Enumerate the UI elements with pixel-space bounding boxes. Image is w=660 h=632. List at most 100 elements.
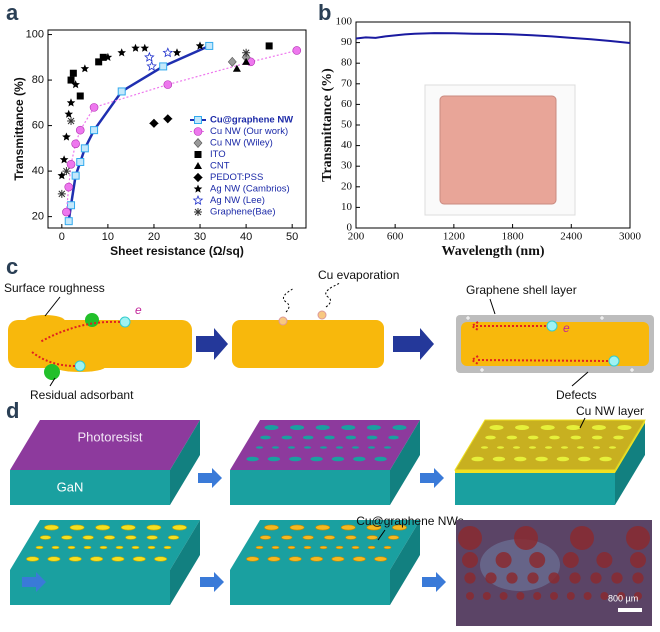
y-tick-label: 70 (341, 77, 353, 89)
pattern-dot (35, 545, 44, 550)
pattern-dot (310, 556, 324, 562)
arrow (393, 328, 434, 360)
electron (608, 355, 620, 367)
pattern-dot (617, 424, 632, 431)
pattern-dot (485, 435, 496, 440)
y-axis-label: Transmittance (%) (12, 77, 26, 180)
marker (71, 139, 80, 149)
pattern-dot (341, 424, 356, 431)
legend-label: Cu NW (Wiley) (210, 138, 273, 149)
pattern-dot (260, 435, 271, 440)
pattern-dot (147, 545, 156, 550)
pattern-dot (388, 435, 399, 440)
pattern-dot (271, 545, 280, 550)
marker (193, 172, 203, 183)
block-side (390, 420, 420, 505)
marker (117, 48, 126, 57)
photo-dot (562, 552, 579, 568)
pattern-dot (535, 456, 548, 462)
marker (62, 132, 71, 141)
marker (71, 80, 80, 89)
marker (64, 217, 73, 226)
pattern-dot (61, 535, 73, 540)
marker (62, 167, 71, 176)
x-tick-label: 10 (102, 231, 114, 243)
arrow (22, 572, 46, 592)
pattern-dot (246, 456, 259, 462)
pattern-dot (515, 424, 530, 431)
photo-dot (458, 526, 482, 550)
pattern-dot (51, 545, 60, 550)
label: Photoresist (77, 429, 142, 444)
pattern-dot (374, 556, 388, 562)
pattern-dot (492, 456, 506, 462)
marker (194, 116, 202, 124)
marker (103, 52, 113, 61)
marker (193, 184, 203, 193)
panel-label: c (6, 254, 18, 279)
label: Residual adsorbant (30, 388, 134, 402)
electron (546, 320, 558, 332)
photo-dot (462, 552, 478, 568)
pattern-dot (608, 446, 617, 449)
pattern-dot (345, 535, 357, 540)
marker (64, 182, 74, 192)
transport-path (470, 321, 546, 331)
roughness (25, 315, 65, 327)
legend-label: Ag NW (Cambrios) (210, 184, 290, 195)
photo-dot (533, 592, 542, 600)
pattern-dot (288, 556, 302, 562)
photo-dot (630, 552, 646, 568)
legend-label: Cu NW (Our work) (210, 126, 288, 137)
x-tick-label: 50 (286, 231, 298, 243)
pattern-dot (613, 435, 624, 440)
pattern-dot (315, 524, 331, 531)
electron (119, 316, 131, 328)
photo-dot (482, 592, 491, 600)
legend-label: Graphene(Bae) (210, 207, 275, 218)
plot-frame (47, 29, 307, 229)
photo-dot (611, 572, 623, 584)
pattern-dot (281, 535, 293, 540)
pattern-dot (115, 545, 124, 550)
marker (64, 109, 73, 118)
arrow (420, 468, 444, 488)
block-side (390, 520, 420, 605)
marker (192, 194, 204, 205)
pattern-dot (95, 524, 111, 531)
pattern-dot (549, 435, 560, 440)
nanowire (8, 320, 192, 368)
pattern-dot (591, 424, 606, 431)
panel-d: Photoresist GaN Cu NW layer Cu@graphene NWs (10, 404, 646, 605)
pattern-dot (120, 524, 136, 531)
pattern-dot (578, 456, 591, 462)
panel-label: d (6, 398, 19, 423)
marker (67, 201, 76, 210)
pattern-dot (392, 524, 407, 531)
photo-dot (514, 526, 538, 550)
marker (205, 41, 214, 50)
nanowire (461, 322, 649, 366)
photo-dot (634, 592, 642, 600)
pattern-dot (303, 545, 312, 550)
leader (489, 298, 496, 315)
cu-atom (317, 310, 327, 320)
pattern-dot (528, 446, 537, 449)
pattern-dot (103, 535, 116, 540)
x-tick-label: 3000 (619, 231, 642, 243)
scatter-path (31, 351, 76, 367)
marker (71, 171, 80, 180)
pattern-dot (99, 545, 108, 550)
pattern-dot (90, 556, 104, 562)
pattern-dot (367, 446, 376, 449)
y-tick-label: 100 (26, 28, 44, 40)
pattern-dot (324, 435, 335, 440)
cu-atom (278, 316, 288, 326)
pattern-dot (264, 424, 279, 431)
photo-dot (464, 572, 476, 584)
photo-dot (527, 572, 539, 584)
pattern-dot (367, 545, 376, 550)
photo-dot (600, 592, 609, 600)
photo-pattern (458, 526, 650, 600)
pattern-dot (67, 545, 76, 550)
